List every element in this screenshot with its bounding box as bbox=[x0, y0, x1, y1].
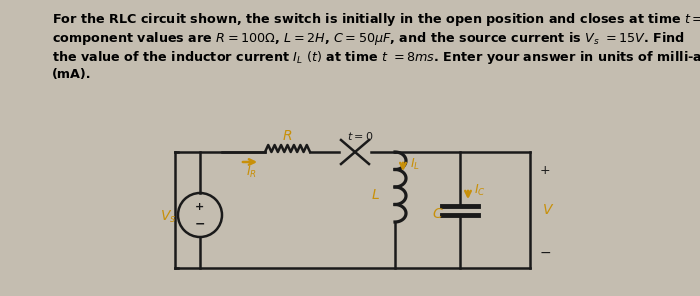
Text: +: + bbox=[195, 202, 204, 212]
Text: $I_C$: $I_C$ bbox=[474, 182, 486, 197]
Text: the value of the inductor current $I_L\ (t)$ at time $t\ =8ms$. Enter your answe: the value of the inductor current $I_L\ … bbox=[52, 49, 700, 66]
Text: component values are $R=100\Omega$, $L=2H$, $C=50\mu F$, and the source current : component values are $R=100\Omega$, $L=2… bbox=[52, 30, 685, 47]
Text: +: + bbox=[540, 163, 550, 176]
Text: $I_R$: $I_R$ bbox=[246, 165, 256, 180]
Text: $I_L$: $I_L$ bbox=[410, 157, 420, 172]
Text: $V_s$: $V_s$ bbox=[160, 209, 176, 225]
Text: $t=0$: $t=0$ bbox=[346, 130, 373, 142]
Text: $C$: $C$ bbox=[432, 207, 444, 221]
Text: $R$: $R$ bbox=[282, 129, 293, 143]
Text: For the RLC circuit shown, the switch is initially in the open position and clos: For the RLC circuit shown, the switch is… bbox=[52, 11, 700, 28]
Text: $L$: $L$ bbox=[370, 188, 379, 202]
Text: −: − bbox=[195, 218, 205, 231]
Text: −: − bbox=[539, 246, 551, 260]
Text: (mA).: (mA). bbox=[52, 68, 92, 81]
Text: $V$: $V$ bbox=[542, 203, 554, 217]
